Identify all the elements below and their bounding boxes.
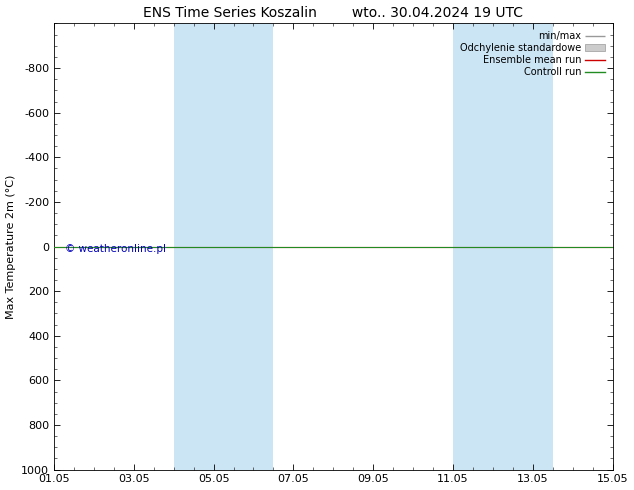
Bar xyxy=(174,24,273,469)
Legend: min/max, Odchylenie standardowe, Ensemble mean run, Controll run: min/max, Odchylenie standardowe, Ensembl… xyxy=(457,28,608,80)
Text: © weatheronline.pl: © weatheronline.pl xyxy=(65,245,166,254)
Bar xyxy=(453,24,553,469)
Title: ENS Time Series Koszalin        wto.. 30.04.2024 19 UTC: ENS Time Series Koszalin wto.. 30.04.202… xyxy=(143,5,523,20)
Y-axis label: Max Temperature 2m (°C): Max Temperature 2m (°C) xyxy=(6,174,16,318)
